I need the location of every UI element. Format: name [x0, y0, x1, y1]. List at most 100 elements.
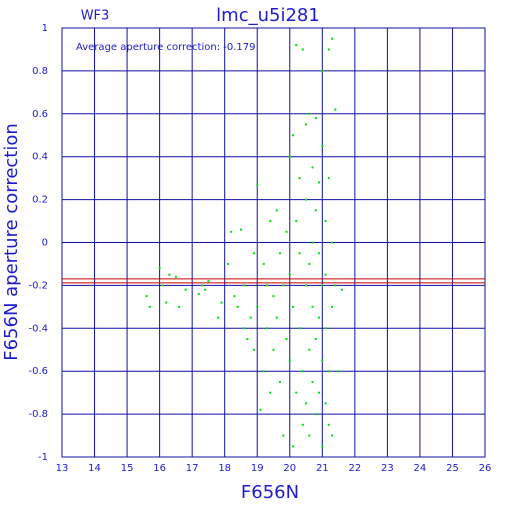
x-axis-label: F656N	[241, 482, 299, 503]
x-tick-label: 14	[88, 463, 101, 474]
point	[148, 305, 151, 308]
point	[301, 48, 304, 51]
point	[331, 434, 334, 437]
point	[165, 301, 168, 304]
point	[217, 316, 220, 319]
x-tick-label: 13	[56, 463, 69, 474]
point	[230, 230, 233, 233]
x-tick-label: 17	[186, 463, 199, 474]
x-tick-label: 25	[446, 463, 459, 474]
point	[305, 198, 308, 201]
x-tick-label: 26	[479, 463, 492, 474]
chart-title: lmc_u5i281	[216, 5, 320, 26]
point	[311, 166, 314, 169]
point	[308, 434, 311, 437]
point	[321, 359, 324, 362]
point	[256, 305, 259, 308]
point	[279, 380, 282, 383]
y-tick-label: -1	[38, 452, 48, 463]
point	[204, 288, 207, 291]
point	[220, 301, 223, 304]
point	[279, 252, 282, 255]
point	[295, 391, 298, 394]
point	[243, 284, 246, 287]
x-tick-label: 16	[153, 463, 166, 474]
y-tick-label: -0.6	[28, 366, 48, 377]
chart-subtitle: WF3	[81, 9, 110, 24]
y-axis-label: F656N aperture correction	[1, 123, 22, 361]
point	[246, 338, 249, 341]
point	[265, 284, 268, 287]
point	[265, 327, 268, 330]
point	[178, 305, 181, 308]
y-tick-label: 0.4	[32, 152, 48, 163]
x-tick-label: 15	[121, 463, 134, 474]
point	[331, 305, 334, 308]
point	[308, 262, 311, 265]
point	[327, 370, 330, 373]
x-tick-label: 19	[251, 463, 264, 474]
y-tick-label: -0.4	[28, 323, 48, 334]
point	[269, 391, 272, 394]
point	[301, 370, 304, 373]
point	[340, 288, 343, 291]
point	[327, 177, 330, 180]
point	[184, 288, 187, 291]
point	[292, 305, 295, 308]
x-tick-label: 22	[348, 463, 361, 474]
point	[305, 284, 308, 287]
x-tick-label: 21	[316, 463, 329, 474]
point	[327, 48, 330, 51]
point	[321, 445, 324, 448]
point	[324, 273, 327, 276]
point	[321, 144, 324, 147]
point	[327, 423, 330, 426]
point	[145, 295, 148, 298]
point	[298, 177, 301, 180]
x-tick-label: 24	[414, 463, 427, 474]
y-tick-label: 0.2	[32, 195, 48, 206]
point	[262, 370, 265, 373]
point	[298, 252, 301, 255]
point	[174, 275, 177, 278]
y-tick-label: 1	[42, 23, 48, 34]
point	[324, 402, 327, 405]
point	[331, 241, 334, 244]
point	[321, 69, 324, 72]
point	[308, 348, 311, 351]
point	[272, 295, 275, 298]
point	[259, 408, 262, 411]
point	[200, 284, 203, 287]
point	[252, 252, 255, 255]
point	[298, 327, 301, 330]
point	[318, 252, 321, 255]
point	[249, 316, 252, 319]
point	[318, 181, 321, 184]
point	[292, 445, 295, 448]
point	[269, 220, 272, 223]
point	[334, 108, 337, 111]
point	[262, 262, 265, 265]
point	[295, 220, 298, 223]
point	[334, 284, 337, 287]
point	[314, 413, 317, 416]
point	[285, 230, 288, 233]
point	[236, 305, 239, 308]
point	[324, 327, 327, 330]
point	[197, 292, 200, 295]
y-tick-label: 0.8	[32, 66, 48, 77]
point	[226, 262, 229, 265]
point	[282, 284, 285, 287]
point	[233, 295, 236, 298]
point	[243, 327, 246, 330]
point	[292, 134, 295, 137]
point	[308, 112, 311, 115]
y-tick-label: 0.6	[32, 109, 48, 120]
point	[331, 37, 334, 40]
y-tick-label: -0.2	[28, 280, 48, 291]
point	[288, 155, 291, 158]
y-tick-label: 0	[42, 238, 48, 249]
point	[314, 338, 317, 341]
point	[295, 44, 298, 47]
